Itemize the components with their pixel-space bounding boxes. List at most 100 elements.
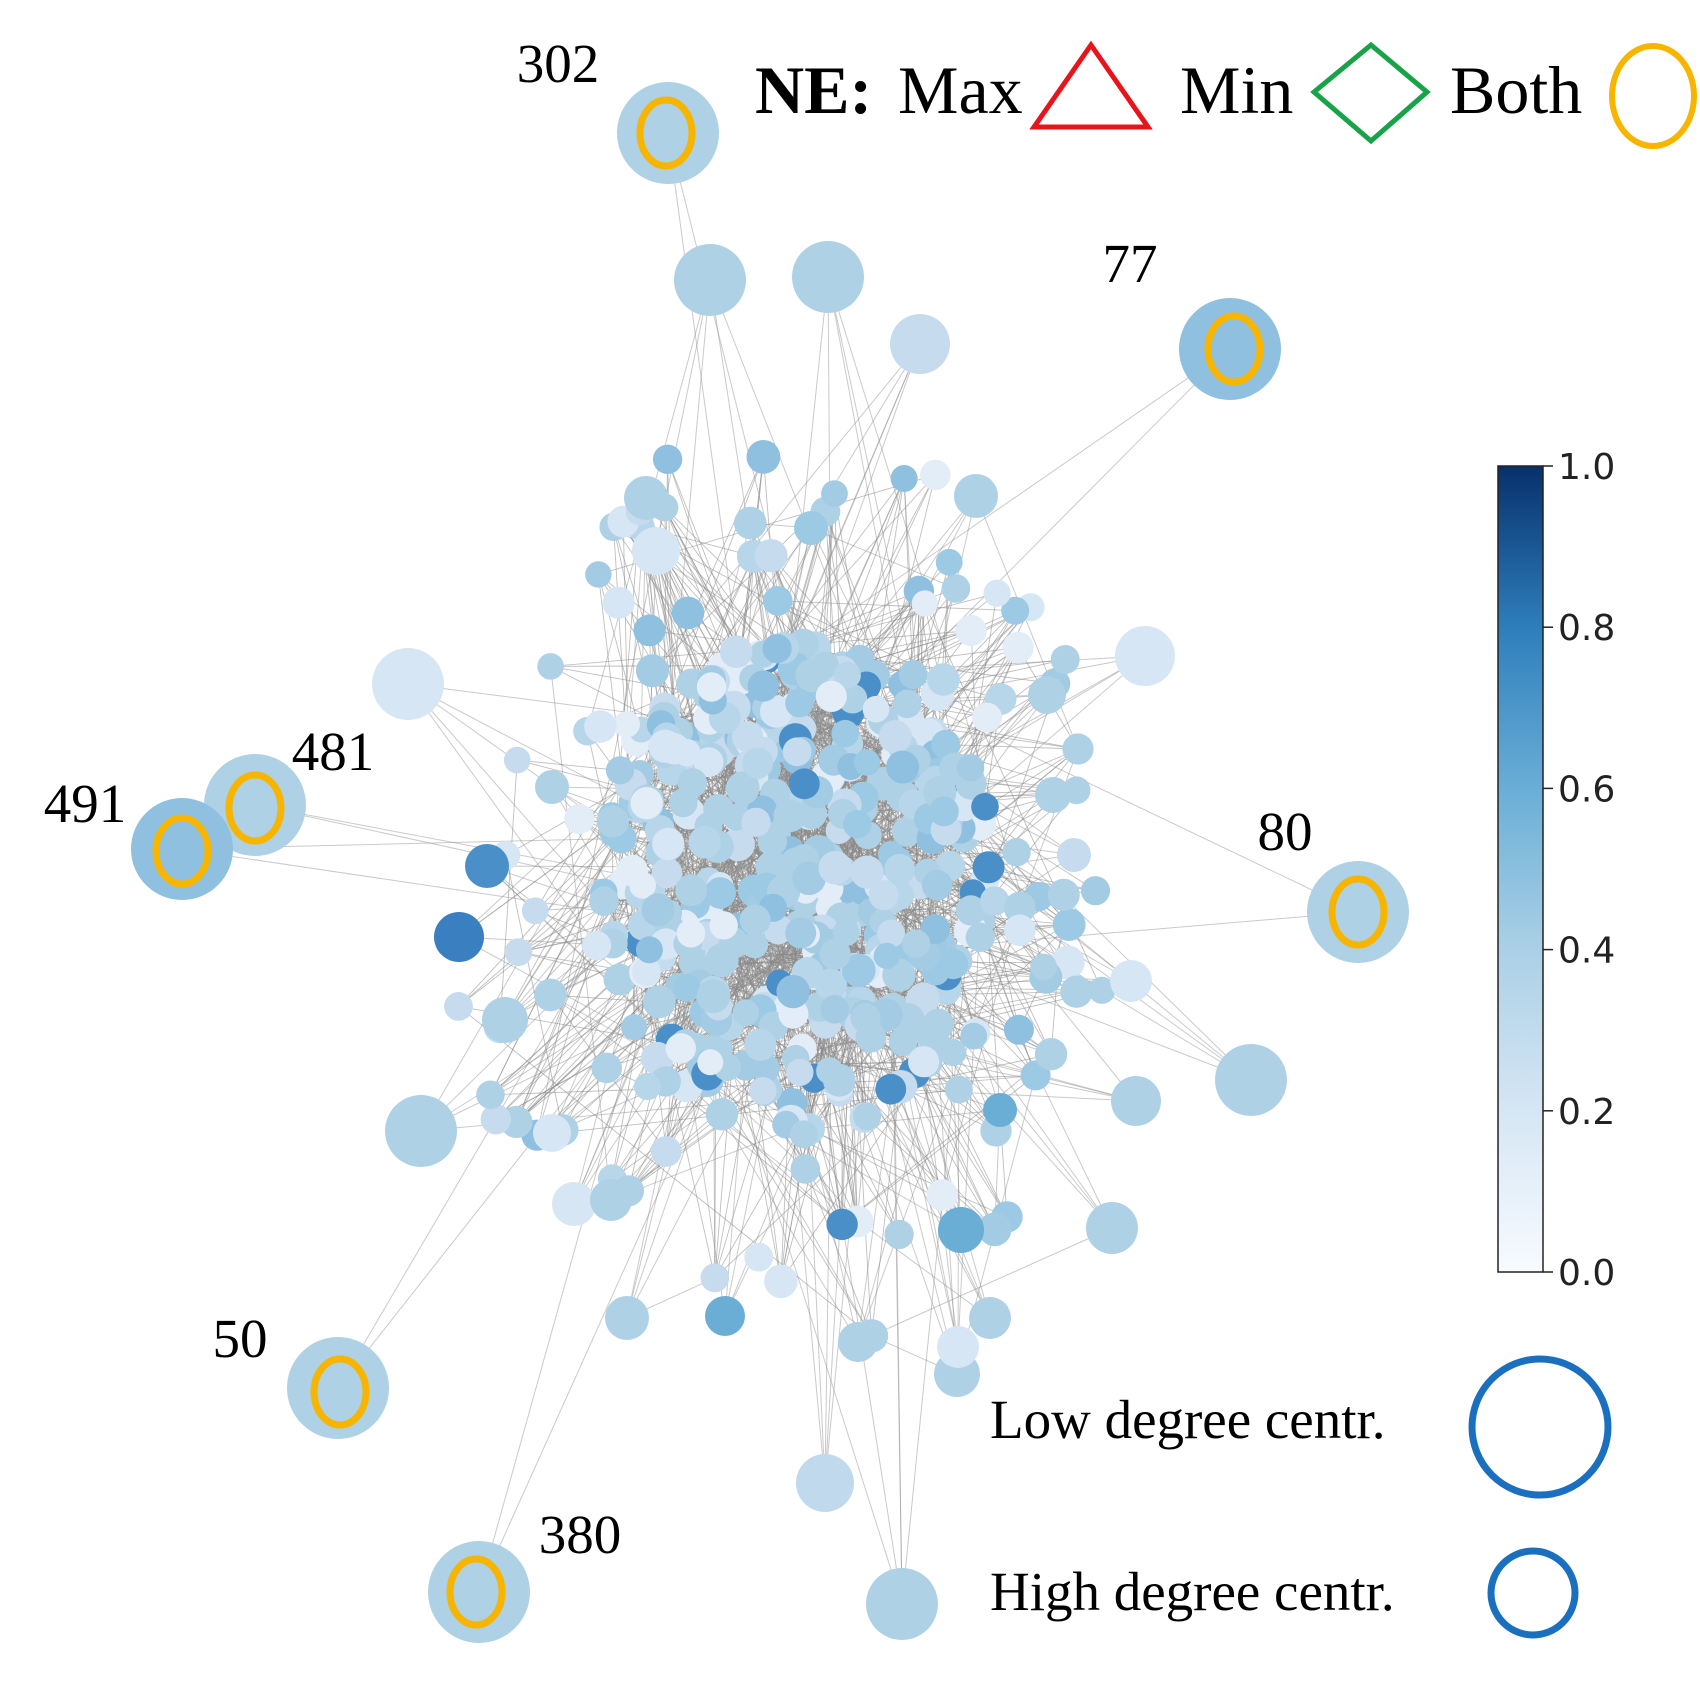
graph-node <box>878 720 912 754</box>
graph-node <box>929 796 959 827</box>
graph-node <box>1057 838 1091 872</box>
graph-node <box>1034 1038 1068 1071</box>
graph-node <box>843 810 872 839</box>
graph-node <box>746 440 781 474</box>
graph-edge <box>486 865 682 1049</box>
graph-node <box>482 997 528 1043</box>
graph-node <box>632 527 680 575</box>
graph-edge <box>926 871 1001 1111</box>
graph-node <box>1110 960 1152 1002</box>
graph-node <box>633 1072 662 1101</box>
graph-node <box>763 586 793 616</box>
graph-node <box>983 579 1011 607</box>
graph-edge <box>714 1013 794 1278</box>
highlighted-node-302: 302 <box>517 33 719 184</box>
graph-node <box>786 1058 814 1086</box>
colorbar-gradient <box>1497 465 1544 1273</box>
graph-node <box>590 1179 632 1221</box>
graph-edge <box>948 784 1252 1081</box>
graph-edge <box>810 527 957 589</box>
graph-node <box>673 973 701 1001</box>
graph-node <box>931 729 961 760</box>
graph-node <box>792 241 864 313</box>
graph-node <box>674 244 746 316</box>
graph-node <box>624 476 668 520</box>
ne-legend-max-label: Max <box>898 52 1023 128</box>
graph-edge <box>517 759 621 771</box>
graph-node <box>814 968 847 1001</box>
graph-node <box>972 851 1005 884</box>
graph-node <box>937 1326 979 1368</box>
graph-node <box>591 1052 622 1084</box>
both-marker-491 <box>152 814 212 888</box>
graph-node <box>788 768 820 800</box>
graph-node <box>816 1057 844 1085</box>
graph-node <box>1215 1044 1287 1116</box>
graph-node <box>898 660 928 689</box>
graph-node <box>521 897 549 925</box>
graph-edge <box>780 930 1021 1282</box>
node-label-491: 491 <box>44 773 127 834</box>
graph-node <box>773 799 807 833</box>
graph-node <box>1088 976 1116 1004</box>
graph-node <box>893 689 922 719</box>
graph-node <box>1035 777 1071 813</box>
graph-node <box>901 929 931 958</box>
graph-node <box>444 992 473 1021</box>
graph-node <box>751 1054 781 1083</box>
colorbar-tick-label: 0.2 <box>1558 1092 1615 1133</box>
colorbar-tick-label: 0.4 <box>1558 931 1615 972</box>
ne-legend: NE: Max Min Both <box>755 40 1697 149</box>
node-label-80: 80 <box>1258 801 1313 862</box>
graph-node <box>650 1136 682 1167</box>
graph-edge <box>644 911 1359 973</box>
graph-node <box>938 1207 984 1253</box>
graph-edge <box>550 994 991 1319</box>
graph-node <box>696 979 731 1014</box>
graph-node <box>734 506 767 540</box>
graph-edge <box>790 1121 1008 1218</box>
graph-node <box>1002 631 1034 664</box>
colorbar-tick-label: 0.8 <box>1558 608 1615 649</box>
node-label-50: 50 <box>213 1308 268 1369</box>
graph-node <box>632 957 661 987</box>
graph-node <box>796 1454 854 1512</box>
graph-node <box>853 1102 882 1131</box>
min-diamond-icon <box>1310 41 1431 145</box>
both-marker-302 <box>636 96 696 170</box>
ne-legend-min-label: Min <box>1180 52 1293 128</box>
graph-node <box>850 855 884 889</box>
node-label-77: 77 <box>1103 233 1158 294</box>
colorbar-tick-label: 1.0 <box>1558 447 1615 488</box>
graph-node <box>820 995 850 1024</box>
graph-node <box>955 614 987 647</box>
graph-node <box>926 1179 959 1211</box>
graph-node <box>782 737 812 767</box>
graph-node <box>939 1039 967 1067</box>
graph-node <box>762 634 792 664</box>
graph-node <box>911 590 938 617</box>
graph-core-nodes <box>444 440 1116 1353</box>
graph-node <box>675 874 707 907</box>
graph-node <box>665 1033 696 1064</box>
node-491 <box>131 798 233 900</box>
graph-node <box>705 1296 745 1336</box>
both-marker-77 <box>1204 312 1264 386</box>
graph-node <box>875 1073 907 1105</box>
colorbar-tick-label: 0.0 <box>1558 1253 1615 1294</box>
graph-node <box>705 1098 739 1131</box>
graph-node <box>652 444 683 474</box>
graph-node <box>1062 733 1094 765</box>
graph-node <box>954 474 998 518</box>
node-label-380: 380 <box>539 1504 622 1565</box>
ne-legend-both-label: Both <box>1450 52 1582 128</box>
node-label-302: 302 <box>517 33 600 94</box>
graph-node <box>1080 876 1111 906</box>
graph-node <box>853 749 881 776</box>
max-triangle-icon <box>1029 40 1153 130</box>
node-label-481: 481 <box>292 721 375 782</box>
graph-node <box>564 803 595 835</box>
graph-node <box>764 1264 798 1299</box>
graph-node <box>922 1008 955 1040</box>
